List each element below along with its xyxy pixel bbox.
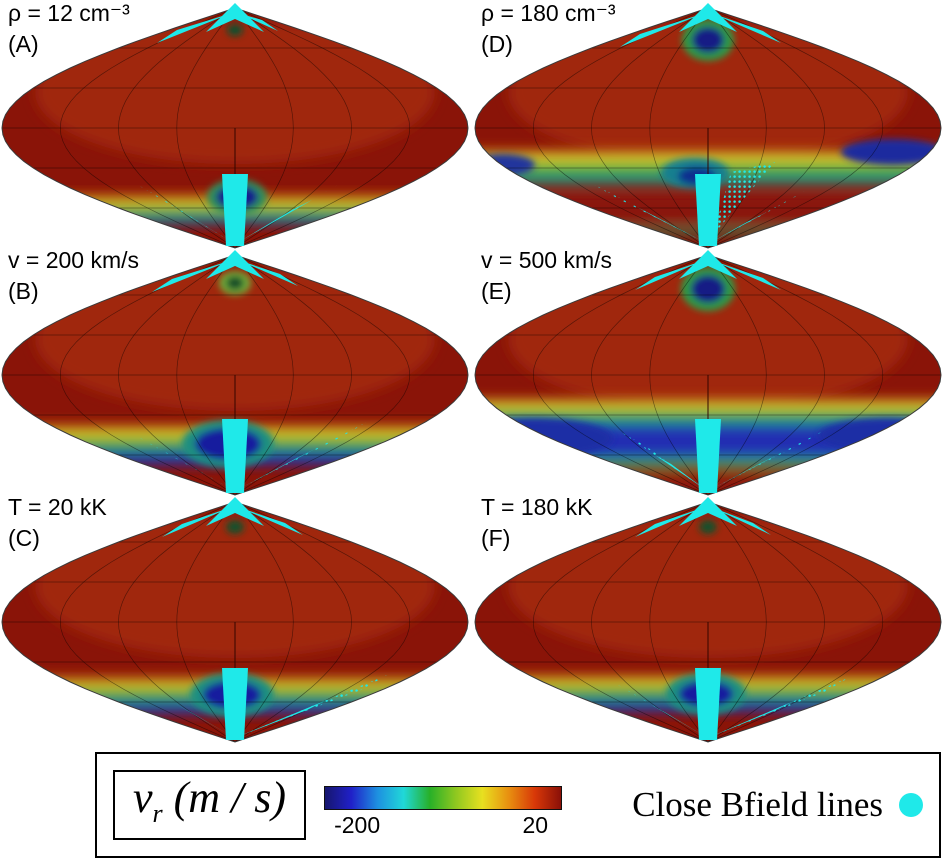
panel-C: T = 20 kK (C) — [0, 494, 470, 744]
panel-F-title: T = 180 kK — [481, 494, 593, 520]
panel-E-tag: (E) — [481, 278, 512, 304]
panel-B-map — [1, 250, 469, 496]
panel-D-title: ρ = 180 cm⁻³ — [481, 0, 616, 26]
panel-C-tag: (C) — [8, 525, 40, 551]
panel-A: ρ = 12 cm⁻³ (A) — [0, 0, 470, 250]
colorbar-variable-label: vr (m / s) — [113, 769, 307, 841]
panel-E: v = 500 km/s (E) — [473, 247, 943, 497]
panel-B: v = 200 km/s (B) — [0, 247, 470, 497]
colorbar — [324, 785, 563, 810]
panel-B-tag: (B) — [8, 278, 39, 304]
panel-F-tag: (F) — [481, 525, 511, 551]
colorbar-group: -200 20 — [324, 785, 563, 839]
bfield-legend: Close Bfield lines — [580, 785, 923, 825]
panel-A-map — [1, 3, 469, 249]
variable-symbol: v — [133, 772, 153, 822]
variable-subscript: r — [152, 798, 163, 828]
panel-F-map — [474, 497, 942, 743]
panel-D-tag: (D) — [481, 31, 513, 57]
panel-A-title: ρ = 12 cm⁻³ — [8, 0, 130, 26]
panel-E-map — [474, 250, 942, 496]
panel-B-title: v = 200 km/s — [8, 247, 140, 273]
legend-box: vr (m / s) -200 20 Close Bfield lines — [95, 752, 941, 858]
bfield-legend-label: Close Bfield lines — [632, 785, 883, 824]
variable-units: (m / s) — [162, 772, 287, 822]
cyan-marker — [899, 793, 923, 817]
panel-E-title: v = 500 km/s — [481, 247, 613, 273]
panel-A-tag: (A) — [8, 31, 39, 57]
panel-C-title: T = 20 kK — [8, 494, 107, 520]
panel-D-map — [474, 3, 942, 249]
panel-C-map — [1, 497, 469, 743]
panel-F: T = 180 kK (F) — [473, 494, 943, 744]
colorbar-min-tick: -200 — [334, 811, 381, 838]
colorbar-ticks: -200 20 — [324, 810, 562, 839]
colorbar-max-tick: 20 — [522, 811, 549, 838]
panel-D: ρ = 180 cm⁻³ (D) — [473, 0, 943, 250]
